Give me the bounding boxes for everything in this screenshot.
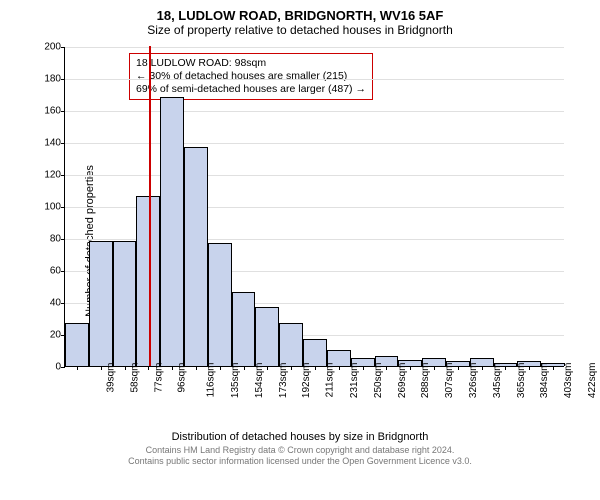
y-tick-label: 160 [35, 106, 61, 117]
x-axis-label: Distribution of detached houses by size … [20, 431, 580, 443]
y-tick-label: 80 [35, 234, 61, 245]
histogram-bar [255, 307, 279, 366]
x-tick-label: 211sqm [325, 363, 336, 398]
y-tick [61, 111, 65, 112]
y-tick-label: 40 [35, 298, 61, 309]
y-tick [61, 271, 65, 272]
x-tick [148, 366, 149, 370]
footer-line1: Contains HM Land Registry data © Crown c… [10, 445, 590, 456]
x-tick [125, 366, 126, 370]
y-tick [61, 303, 65, 304]
x-tick [244, 366, 245, 370]
x-tick-label: 345sqm [492, 363, 503, 399]
footer-attribution: Contains HM Land Registry data © Crown c… [10, 445, 590, 467]
x-tick-label: 192sqm [301, 363, 312, 399]
histogram-bar [65, 323, 89, 366]
y-tick-label: 180 [35, 74, 61, 85]
histogram-bar [89, 241, 113, 366]
x-tick [410, 366, 411, 370]
x-tick-label: 422sqm [587, 363, 598, 399]
x-tick [101, 366, 102, 370]
x-tick-label: 326sqm [468, 363, 479, 399]
x-tick [172, 366, 173, 370]
indicator-line [149, 46, 151, 366]
x-tick-label: 403sqm [563, 363, 574, 399]
x-tick-label: 288sqm [421, 363, 432, 399]
gridline [65, 111, 564, 112]
histogram-bar [184, 147, 208, 366]
y-tick [61, 143, 65, 144]
x-tick-label: 154sqm [254, 363, 265, 399]
x-tick-label: 365sqm [516, 363, 527, 399]
y-tick-label: 60 [35, 266, 61, 277]
x-tick [315, 366, 316, 370]
y-tick-label: 120 [35, 170, 61, 181]
x-tick-label: 250sqm [373, 363, 384, 399]
histogram-bar [232, 292, 256, 366]
x-tick-label: 77sqm [153, 363, 164, 393]
gridline [65, 79, 564, 80]
x-tick [386, 366, 387, 370]
y-tick-label: 0 [35, 362, 61, 373]
x-tick [458, 366, 459, 370]
x-tick-label: 116sqm [205, 363, 216, 398]
histogram-bar [160, 97, 184, 366]
y-tick [61, 47, 65, 48]
histogram-bar [208, 243, 232, 366]
annotation-line1: 18 LUDLOW ROAD: 98sqm [136, 57, 366, 70]
x-tick-label: 307sqm [444, 363, 455, 399]
x-tick [196, 366, 197, 370]
gridline [65, 47, 564, 48]
y-tick-label: 100 [35, 202, 61, 213]
y-tick [61, 367, 65, 368]
histogram-chart: Number of detached properties 18 LUDLOW … [20, 41, 580, 441]
y-tick [61, 175, 65, 176]
x-tick [482, 366, 483, 370]
x-tick [505, 366, 506, 370]
x-tick [267, 366, 268, 370]
plot-area: 18 LUDLOW ROAD: 98sqm ← 30% of detached … [64, 47, 564, 367]
x-tick [77, 366, 78, 370]
x-tick [220, 366, 221, 370]
gridline [65, 143, 564, 144]
x-tick [363, 366, 364, 370]
annotation-line3: 69% of semi-detached houses are larger (… [136, 83, 366, 96]
chart-title-desc: Size of property relative to detached ho… [10, 23, 590, 37]
x-tick [553, 366, 554, 370]
y-tick-label: 20 [35, 330, 61, 341]
x-tick-label: 173sqm [278, 363, 289, 399]
x-tick [339, 366, 340, 370]
histogram-bar [113, 241, 137, 366]
y-tick [61, 239, 65, 240]
footer-line2: Contains public sector information licen… [10, 456, 590, 467]
gridline [65, 175, 564, 176]
y-tick [61, 207, 65, 208]
x-tick-label: 231sqm [349, 363, 360, 399]
annotation-box: 18 LUDLOW ROAD: 98sqm ← 30% of detached … [129, 53, 373, 100]
x-tick [529, 366, 530, 370]
x-tick-label: 39sqm [105, 363, 116, 393]
x-tick-label: 269sqm [397, 363, 408, 399]
x-tick-label: 96sqm [177, 363, 188, 393]
histogram-bar [279, 323, 303, 366]
x-tick [434, 366, 435, 370]
y-tick-label: 200 [35, 42, 61, 53]
chart-title-address: 18, LUDLOW ROAD, BRIDGNORTH, WV16 5AF [10, 8, 590, 23]
annotation-line2: ← 30% of detached houses are smaller (21… [136, 70, 366, 83]
x-tick-label: 58sqm [129, 363, 140, 393]
x-tick-label: 135sqm [230, 363, 241, 399]
histogram-bar [136, 196, 160, 366]
x-tick-label: 384sqm [540, 363, 551, 399]
x-tick [291, 366, 292, 370]
y-tick [61, 79, 65, 80]
y-tick-label: 140 [35, 138, 61, 149]
